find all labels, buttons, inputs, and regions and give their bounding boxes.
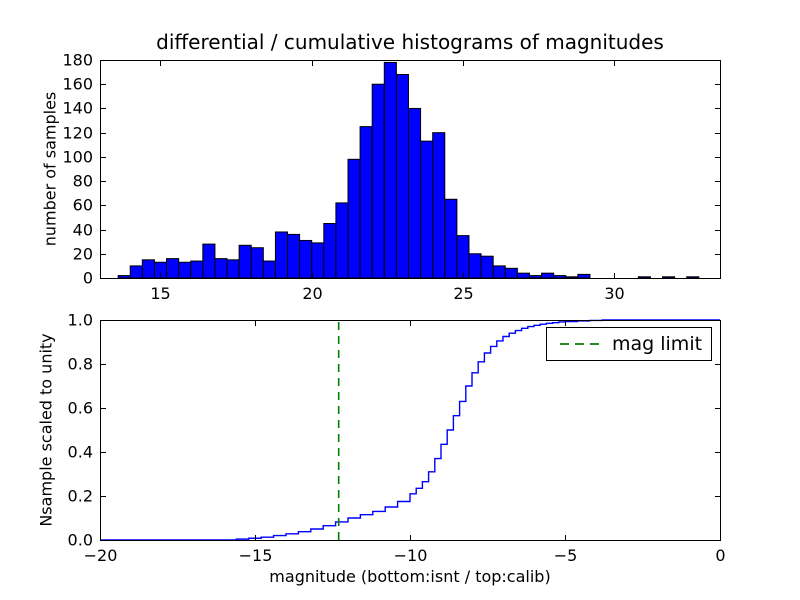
histogram-bar: [577, 273, 591, 279]
histogram-bar: [456, 235, 470, 279]
histogram-bar: [528, 275, 543, 279]
cumulative-step-curve: [100, 319, 720, 541]
y-tick-label: 120: [62, 124, 93, 143]
x-tick-label: 0: [715, 546, 725, 565]
histogram-bar: [480, 255, 494, 279]
histogram-bar: [274, 231, 289, 279]
top-y-axis-label: number of samples: [40, 91, 60, 247]
y-tick-label: 1.0: [68, 311, 93, 330]
figure-title: differential / cumulative histograms of …: [156, 30, 664, 54]
axes-frame: [100, 320, 721, 541]
histogram-bar: [190, 260, 204, 279]
x-tick-label: −20: [84, 546, 118, 565]
histogram-bar: [662, 276, 676, 279]
x-tick-label: −15: [239, 546, 273, 565]
y-tick-label: 80: [73, 172, 93, 191]
y-tick-label: 40: [73, 221, 93, 240]
histogram-bar: [117, 275, 131, 279]
legend-box: mag limit: [546, 327, 712, 361]
histogram-bar: [444, 198, 458, 279]
x-tick-label: 30: [604, 284, 624, 303]
histogram-bar: [553, 275, 567, 279]
histogram-bar: [637, 276, 651, 279]
histogram-bar: [311, 242, 325, 279]
x-tick-label: 25: [453, 284, 473, 303]
y-tick-label: 100: [62, 148, 93, 167]
histogram-bar: [468, 253, 482, 279]
y-tick-label: 0.0: [68, 531, 93, 550]
x-tick-label: −10: [394, 546, 428, 565]
histogram-bar: [287, 233, 301, 279]
bottom-y-axis-label: Nsample scaled to unity: [36, 333, 56, 527]
histogram-bar: [347, 158, 361, 279]
legend-dashed-line-icon: [560, 343, 600, 345]
histogram-bar: [371, 83, 385, 279]
x-tick-label: 15: [150, 284, 170, 303]
y-tick-label: 0: [83, 269, 93, 288]
histogram-bar: [395, 74, 409, 279]
histogram-bar: [202, 243, 216, 279]
histogram-bar: [686, 276, 700, 279]
y-tick-label: 0.4: [68, 443, 93, 462]
histogram-bar: [226, 259, 240, 279]
histogram-bar: [504, 267, 518, 279]
histogram-bar: [492, 265, 506, 279]
histogram-bar: [214, 258, 228, 279]
histogram-bar: [238, 244, 252, 279]
y-tick-label: 20: [73, 245, 93, 264]
axes-frame: [100, 60, 721, 279]
histogram-bar: [299, 239, 313, 279]
x-tick-label: −5: [554, 546, 578, 565]
bottom-x-axis-label: magnitude (bottom:isnt / top:calib): [269, 567, 551, 586]
x-tick-label: 20: [302, 284, 322, 303]
histogram-bar: [383, 61, 397, 279]
histogram-bar: [262, 260, 276, 279]
histogram-bar: [541, 272, 555, 279]
histogram-bar: [250, 247, 264, 279]
y-tick-label: 180: [62, 51, 93, 70]
histogram-bar: [407, 107, 422, 279]
y-tick-label: 140: [62, 99, 93, 118]
y-tick-label: 0.2: [68, 487, 93, 506]
y-tick-label: 60: [73, 196, 93, 215]
histogram-bar: [141, 259, 155, 279]
histogram-bar: [335, 202, 349, 279]
histogram-bar: [432, 132, 446, 279]
y-tick-label: 0.8: [68, 355, 93, 374]
y-tick-label: 160: [62, 75, 93, 94]
histogram-bar: [178, 261, 192, 279]
histogram-bar: [420, 140, 434, 279]
histogram-bar: [166, 258, 180, 279]
histogram-bar: [359, 126, 373, 279]
histogram-bar: [129, 265, 143, 279]
y-tick-label: 0.6: [68, 399, 93, 418]
histogram-bar: [323, 223, 337, 279]
histogram-bar: [516, 272, 530, 279]
histogram-bar: [565, 276, 579, 279]
legend-entry-mag-limit: mag limit: [612, 332, 703, 355]
